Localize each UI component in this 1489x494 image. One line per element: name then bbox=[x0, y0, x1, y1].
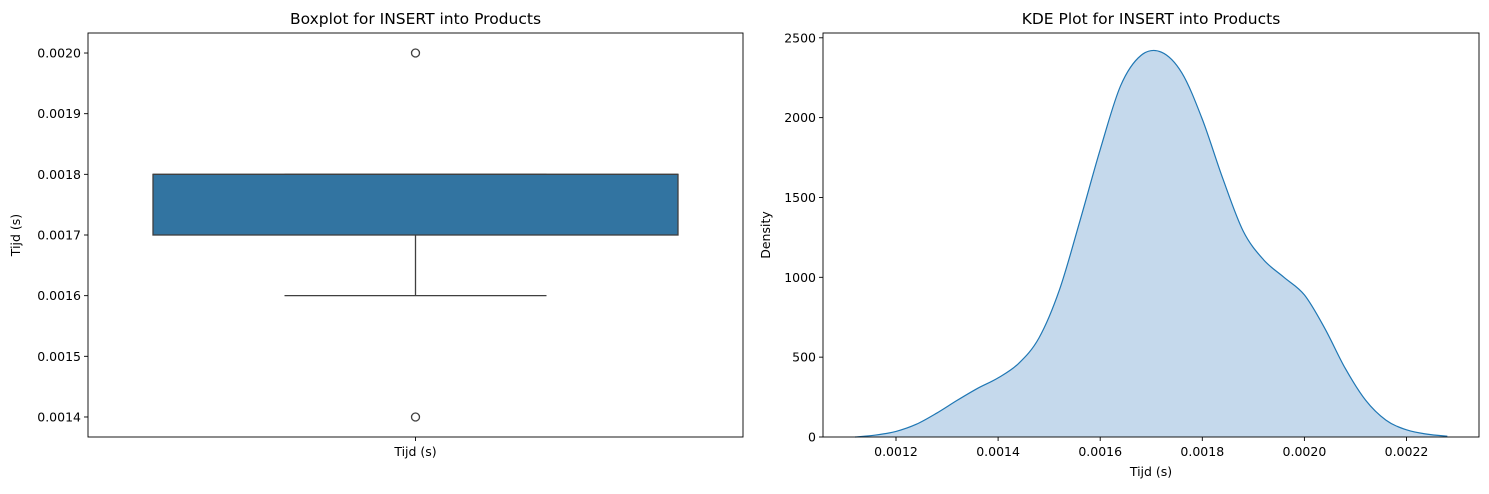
x-tick-label: 0.0022 bbox=[1385, 444, 1429, 459]
x-axis: 0.0012 0.0014 0.0016 0.0018 0.0020 0.0022 bbox=[874, 437, 1428, 459]
boxplot-chart: Boxplot for INSERT into Products 0.00140… bbox=[8, 10, 744, 459]
y-tick-label: 0.0014 bbox=[37, 409, 81, 424]
outlier-point bbox=[410, 48, 421, 58]
x-tick-label: 0.0020 bbox=[1283, 444, 1327, 459]
y-tick-label: 1000 bbox=[784, 270, 816, 285]
y-tick-label: 0.0018 bbox=[37, 167, 81, 182]
y-axis: 0 500 1000 1500 2000 2500 bbox=[784, 30, 823, 445]
x-tick-label: 0.0014 bbox=[976, 444, 1020, 459]
x-tick-label: 0.0018 bbox=[1180, 444, 1224, 459]
y-tick-label: 0.0016 bbox=[37, 288, 81, 303]
y-tick-label: 500 bbox=[792, 350, 816, 365]
y-tick-label: 0.0020 bbox=[37, 46, 81, 61]
x-tick-label: Tijd (s) bbox=[393, 444, 436, 459]
y-axis-label: Tijd (s) bbox=[8, 214, 23, 257]
outlier-point bbox=[410, 412, 421, 422]
y-tick-label: 2500 bbox=[784, 30, 816, 45]
y-axis: 0.0014 0.0015 0.0016 0.0017 0.0018 0.0019 0.00… bbox=[37, 46, 88, 424]
chart-title: Boxplot for INSERT into Products bbox=[290, 10, 541, 28]
density-area-fill bbox=[855, 50, 1448, 437]
chart-title: KDE Plot for INSERT into Products bbox=[1022, 10, 1281, 28]
y-tick-label: 2000 bbox=[784, 110, 816, 125]
y-tick-label: 0 bbox=[808, 430, 816, 445]
kde-chart: KDE Plot for INSERT into Products 0 500 10… bbox=[758, 10, 1480, 479]
plot-frame bbox=[822, 32, 1480, 438]
y-tick-label: 0.0017 bbox=[37, 228, 81, 243]
y-tick-label: 1500 bbox=[784, 190, 816, 205]
y-tick-label: 0.0019 bbox=[37, 106, 81, 121]
x-tick-label: 0.0012 bbox=[874, 444, 918, 459]
density-series bbox=[855, 49, 1448, 438]
y-tick-label: 0.0015 bbox=[37, 349, 81, 364]
x-axis-label: Tijd (s) bbox=[1129, 464, 1172, 479]
x-tick-label: 0.0016 bbox=[1078, 444, 1122, 459]
y-axis-label: Density bbox=[758, 211, 773, 259]
iqr-box bbox=[152, 173, 679, 236]
box-plot bbox=[152, 48, 679, 422]
density-line bbox=[855, 49, 1448, 438]
